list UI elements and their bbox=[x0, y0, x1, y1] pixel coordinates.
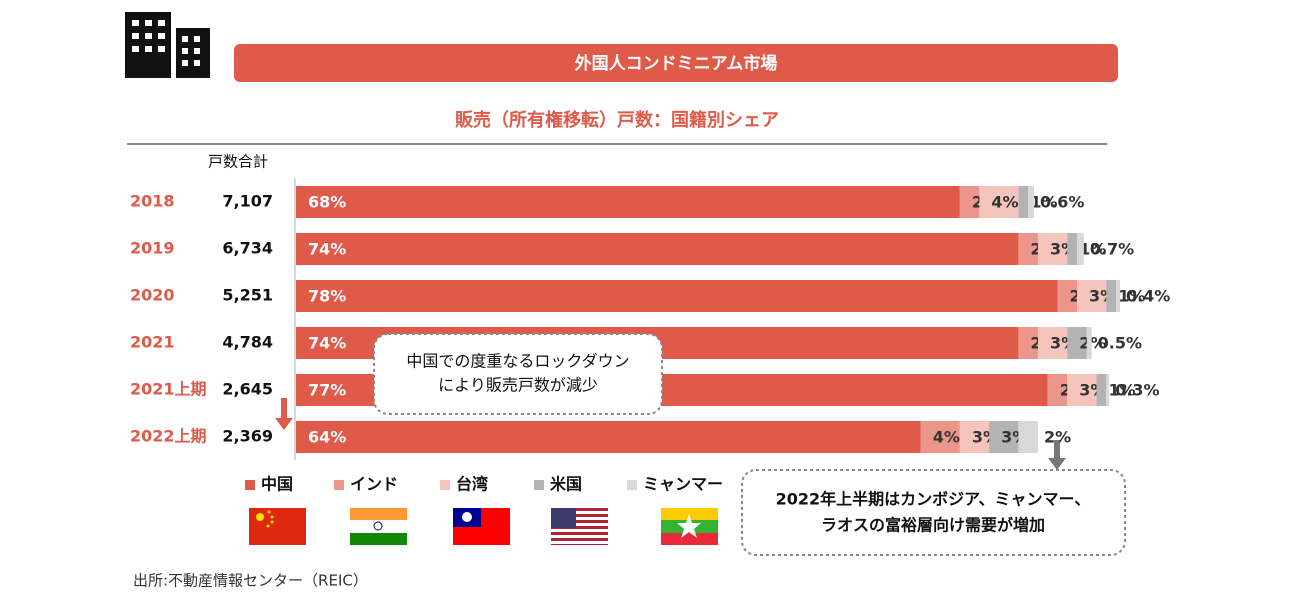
value-label: 68% bbox=[308, 193, 346, 212]
bar-segment bbox=[959, 421, 990, 453]
bar-segment bbox=[1018, 421, 1038, 453]
bar-segment bbox=[959, 186, 980, 218]
chart-subtitle: 販売（所有権移転）戸数：国籍別シェア bbox=[455, 109, 779, 131]
callout-text: により販売戸数が減少 bbox=[438, 376, 598, 395]
value-label: 0.7% bbox=[1090, 240, 1134, 259]
category-label: 2021 bbox=[130, 333, 175, 352]
chart-title: 外国人コンドミニアム市場 bbox=[575, 53, 778, 74]
value-label: 74% bbox=[308, 334, 346, 353]
bar-segment bbox=[296, 280, 1058, 312]
value-label: 77% bbox=[308, 381, 346, 400]
legend-swatch bbox=[440, 480, 450, 490]
total-label: 2,645 bbox=[222, 380, 273, 399]
value-label: 0.5% bbox=[1098, 334, 1142, 353]
bar-segment bbox=[979, 186, 1019, 218]
total-label: 5,251 bbox=[222, 286, 273, 305]
legend-label: ミャンマー bbox=[643, 475, 723, 494]
total-label: 6,734 bbox=[222, 239, 273, 258]
value-label: 0.6% bbox=[1040, 193, 1084, 212]
bar-segment bbox=[1037, 233, 1068, 265]
value-label: 1% bbox=[1030, 193, 1057, 212]
value-label: 4% bbox=[991, 193, 1018, 212]
legend-swatch bbox=[245, 480, 255, 490]
callout-text: ラオスの富裕層向け需要が増加 bbox=[821, 516, 1045, 535]
bar-segment bbox=[1077, 233, 1084, 265]
legend-label: 台湾 bbox=[456, 475, 488, 494]
total-header: 戸数合計 bbox=[208, 153, 268, 171]
bar-segment bbox=[1106, 374, 1110, 406]
category-label: 2021上期 bbox=[130, 380, 207, 399]
category-label: 2019 bbox=[130, 239, 175, 258]
bar-segment bbox=[1086, 327, 1092, 359]
title-banner bbox=[234, 44, 1118, 82]
flag-china bbox=[249, 508, 306, 545]
legend-label: 米国 bbox=[550, 475, 582, 494]
value-label: 2% bbox=[1044, 428, 1071, 447]
total-label: 2,369 bbox=[222, 427, 273, 446]
bar-segment bbox=[296, 233, 1019, 265]
callout-box bbox=[373, 333, 663, 415]
bar-segment bbox=[1096, 374, 1107, 406]
value-label: 78% bbox=[308, 287, 346, 306]
value-label: 1% bbox=[1109, 381, 1136, 400]
bar-segment bbox=[1018, 327, 1038, 359]
bar-segment bbox=[1106, 280, 1117, 312]
bar-segment bbox=[1067, 327, 1087, 359]
bar-segment bbox=[920, 421, 960, 453]
bar-segment bbox=[1067, 374, 1097, 406]
legend-label: インド bbox=[350, 475, 398, 494]
category-label: 2018 bbox=[130, 192, 175, 211]
increase-arrow bbox=[1048, 440, 1066, 470]
bar-segment bbox=[1116, 280, 1120, 312]
bar-segment bbox=[1028, 186, 1035, 218]
bar-segment bbox=[989, 421, 1019, 453]
value-label: 0.3% bbox=[1115, 381, 1159, 400]
total-label: 7,107 bbox=[222, 192, 273, 211]
legend-swatch bbox=[334, 480, 344, 490]
value-label: 0.4% bbox=[1126, 287, 1170, 306]
legend-swatch bbox=[534, 480, 544, 490]
flag-usa bbox=[551, 508, 608, 545]
category-label: 2020 bbox=[130, 286, 175, 305]
value-label: 1% bbox=[1118, 287, 1145, 306]
callout-text: 2022年上半期はカンボジア、ミャンマー、 bbox=[776, 490, 1091, 509]
flag-india bbox=[350, 508, 407, 545]
bar-segment bbox=[1057, 280, 1077, 312]
bar-segment bbox=[1077, 280, 1107, 312]
total-label: 4,784 bbox=[222, 333, 273, 352]
bar-segment bbox=[296, 421, 921, 453]
bar-segment bbox=[1067, 233, 1077, 265]
callout-box bbox=[741, 469, 1126, 556]
bar-segment bbox=[1018, 233, 1038, 265]
value-label: 64% bbox=[308, 428, 346, 447]
bar-segment bbox=[1037, 327, 1068, 359]
flag-myanmar bbox=[661, 508, 718, 545]
legend-swatch bbox=[627, 480, 637, 490]
decrease-arrow bbox=[275, 398, 293, 430]
source: 出所:不動産情報センター（REIC） bbox=[133, 572, 368, 590]
value-label: 4% bbox=[933, 428, 960, 447]
value-label: 2% bbox=[1079, 334, 1106, 353]
bar-segment bbox=[1047, 374, 1068, 406]
bar-segment bbox=[1018, 186, 1029, 218]
callout-text: 中国での度重なるロックダウン bbox=[406, 352, 629, 371]
flag-taiwan bbox=[453, 508, 510, 545]
value-label: 1% bbox=[1079, 240, 1106, 259]
building-windows bbox=[132, 20, 200, 66]
bar-segment bbox=[296, 186, 960, 218]
legend-label: 中国 bbox=[261, 475, 293, 494]
value-label: 74% bbox=[308, 240, 346, 259]
category-label: 2022上期 bbox=[130, 427, 207, 446]
